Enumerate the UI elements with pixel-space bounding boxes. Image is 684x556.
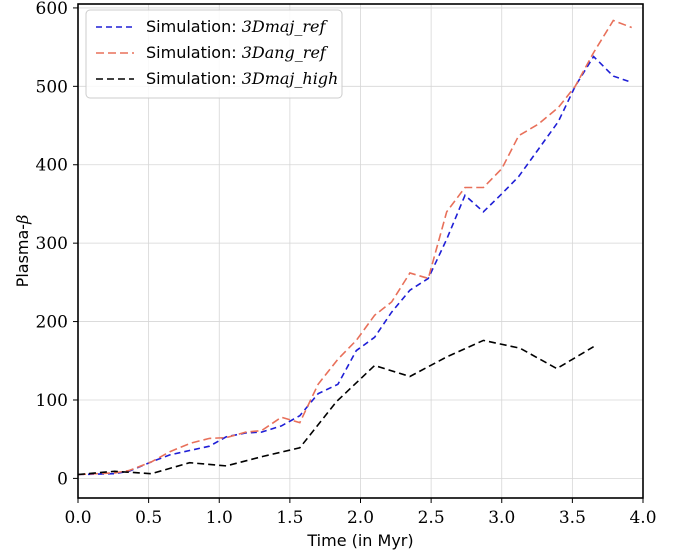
legend-label-prefix: Simulation: — [146, 43, 242, 62]
x-tick-label: 0.5 — [135, 508, 162, 528]
legend-box — [85, 9, 343, 99]
y-axis-label: Plasma-β — [13, 215, 32, 288]
legend-label-prefix: Simulation: — [146, 69, 242, 88]
series-lines — [77, 19, 632, 476]
series-line-0 — [77, 55, 632, 476]
y-axis-label-symbol: β — [13, 215, 32, 225]
x-tick-label: 1.5 — [276, 508, 303, 528]
ticks: 0.0 0.5 1.0 1.5 2.0 2.5 3.0 3.5 4.0 0 100 200 300 400… — [36, 0, 657, 528]
x-tick-label: 2.0 — [347, 508, 374, 528]
y-tick-label: 300 — [36, 234, 68, 254]
x-tick-label: 3.0 — [488, 508, 515, 528]
x-tick-label: 2.5 — [418, 508, 445, 528]
y-tick-label: 600 — [36, 0, 68, 19]
grid — [77, 4, 644, 498]
legend-label-1: Simulation: 3Dang_ref — [146, 43, 329, 62]
x-tick-label: 0.0 — [64, 508, 91, 528]
y-tick-label: 500 — [36, 77, 68, 97]
x-tick-label: 4.0 — [629, 508, 656, 528]
y-tick-label: 400 — [36, 156, 68, 176]
series-line-1 — [77, 19, 632, 476]
legend-label-0: Simulation: 3Dmaj_ref — [146, 17, 329, 36]
x-tick-label: 3.5 — [559, 508, 586, 528]
y-tick-label: 200 — [36, 313, 68, 333]
x-axis-label: Time (in Myr) — [306, 531, 413, 550]
series-line-2 — [77, 339, 595, 476]
legend-label-prefix: Simulation: — [146, 17, 242, 36]
y-tick-label: 100 — [36, 391, 68, 411]
y-tick-label: 0 — [57, 469, 68, 489]
y-axis-label-prefix: Plasma- — [13, 224, 32, 287]
legend-label-math: 3Dmaj_ref — [242, 17, 329, 36]
x-tick-label: 1.0 — [206, 508, 233, 528]
legend-label-2: Simulation: 3Dmaj_high — [146, 69, 338, 88]
legend-label-math: 3Dmaj_high — [242, 69, 339, 88]
legend-label-math: 3Dang_ref — [242, 43, 329, 62]
